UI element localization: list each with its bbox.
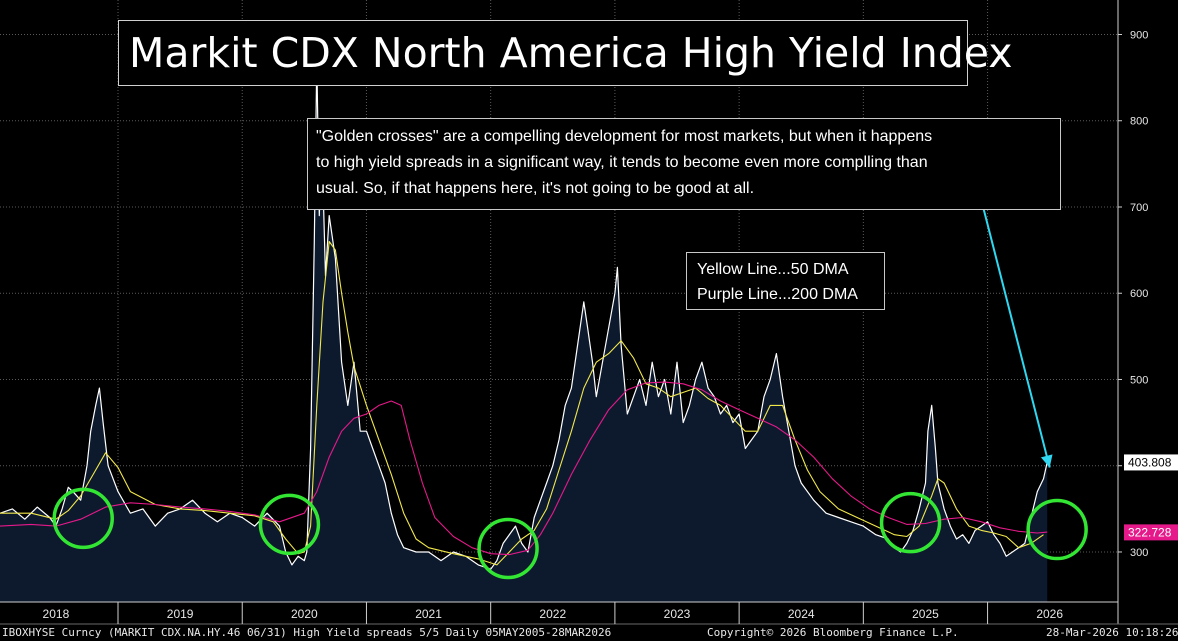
highlight-circle-5 <box>1026 498 1088 561</box>
x-tick-label-2020: 2020 <box>291 607 318 621</box>
footer-timestamp: 28-Mar-2026 10:18:26 <box>1046 626 1178 639</box>
x-tick-label-2021: 2021 <box>415 607 442 621</box>
annotation-arrow <box>980 199 1053 468</box>
x-tick-label-2024: 2024 <box>788 607 815 621</box>
y-tick-label-900: 900 <box>1130 29 1148 41</box>
last-dma-tag <box>1124 524 1178 541</box>
y-tick-label-800: 800 <box>1130 116 1148 128</box>
commentary-box: "Golden crosses" are a compelling develo… <box>307 118 1061 210</box>
arrow-shaft <box>980 199 1051 468</box>
footer-bar: IBOXHYSE Curncy (MARKIT CDX.NA.HY.46 06/… <box>0 625 1178 641</box>
spread-area-fill <box>0 60 1048 602</box>
highlight-circles <box>52 487 1088 580</box>
highlight-circle-1 <box>52 487 114 550</box>
highlight-circle-4 <box>879 491 942 554</box>
y-tick-label-300: 300 <box>1130 547 1148 559</box>
x-tick-label-2022: 2022 <box>539 607 566 621</box>
commentary-line-2: to high yield spreads in a significant w… <box>316 154 928 171</box>
x-tick-label-2023: 2023 <box>664 607 691 621</box>
last-dma-label: 322.728 <box>1128 525 1172 539</box>
y-tick-label-600: 600 <box>1130 288 1148 300</box>
footer-source: IBOXHYSE Curncy (MARKIT CDX.NA.HY.46 06/… <box>2 626 612 639</box>
legend-item-50dma: Yellow Line...50 DMA <box>697 261 849 278</box>
dma50-series-line <box>0 240 1044 566</box>
series-lines <box>0 59 1048 570</box>
x-tick-label-2019: 2019 <box>167 607 194 621</box>
y-tick-label-500: 500 <box>1130 374 1148 386</box>
axes: 3004005006007008009002018201920202021202… <box>0 0 1178 625</box>
footer-copyright: Copyright© 2026 Bloomberg Finance L.P. <box>707 626 959 639</box>
last-price-tag <box>1124 454 1178 471</box>
x-tick-label-2018: 2018 <box>43 607 70 621</box>
highlight-circle-3 <box>477 517 539 580</box>
dma200-series-line <box>0 381 1048 556</box>
legend: Yellow Line...50 DMA Purple Line...200 D… <box>686 252 885 310</box>
y-tick-label-700: 700 <box>1130 202 1148 214</box>
chart-title: Markit CDX North America High Yield Inde… <box>118 20 1013 86</box>
x-tick-label-2026: 2026 <box>1036 607 1063 621</box>
last-price-label: 403.808 <box>1128 455 1172 469</box>
legend-item-200dma: Purple Line...200 DMA <box>697 286 858 303</box>
arrow-head <box>1040 454 1053 468</box>
x-tick-label-2025: 2025 <box>912 607 939 621</box>
commentary-line-1: "Golden crosses" are a compelling develo… <box>316 128 933 145</box>
highlight-circle-2 <box>258 493 321 556</box>
commentary-line-3: usual. So, if that happens here, it's no… <box>316 180 755 197</box>
spread-area-layer <box>0 60 1048 602</box>
spread-series-line <box>0 59 1048 570</box>
